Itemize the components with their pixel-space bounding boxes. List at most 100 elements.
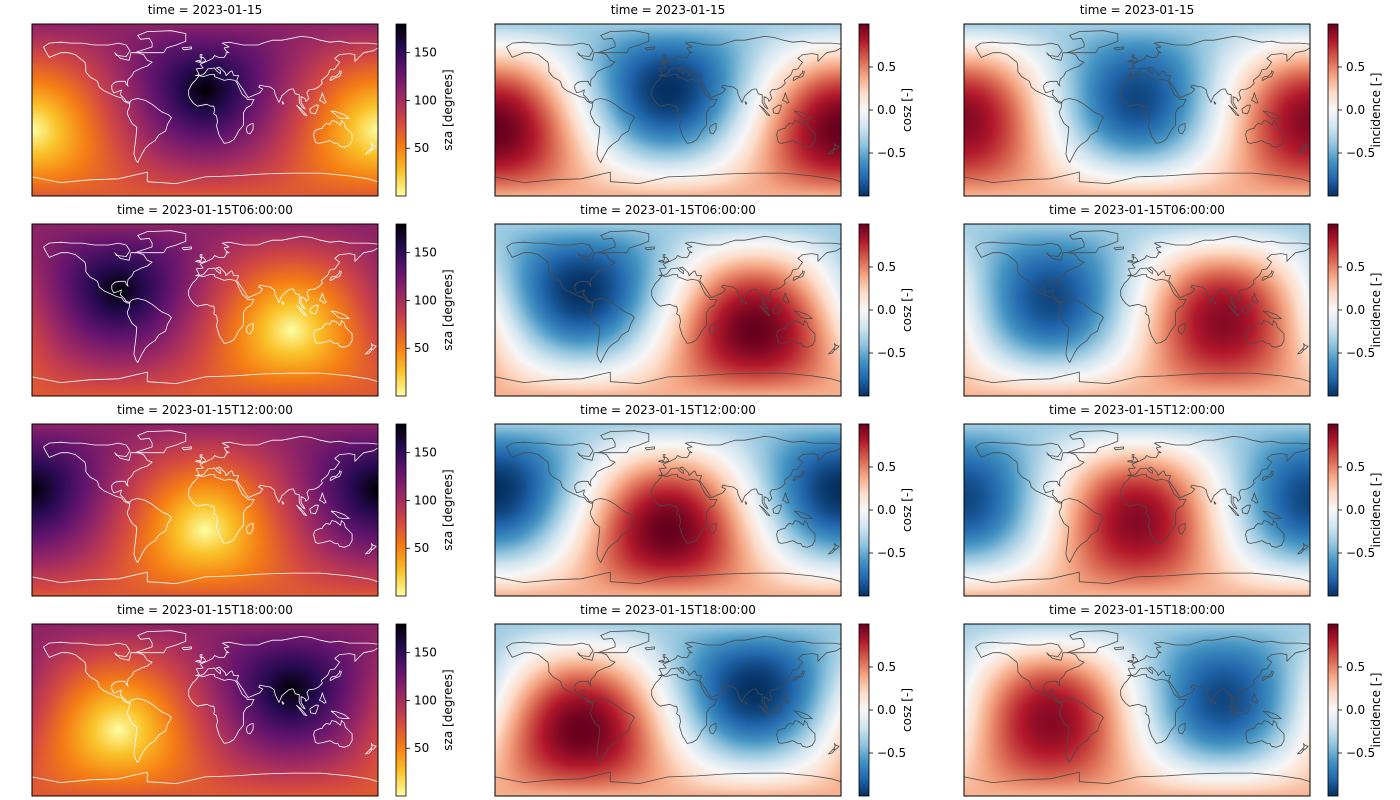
coastline [772,304,782,315]
coastline [1228,704,1240,717]
colorbar-label: sza [degrees] [441,69,455,150]
coastline [793,510,813,519]
axes-frame [963,223,1311,397]
coastlines [494,230,842,385]
colorbar-sza: 50 100 150 sza [degrees] [395,423,455,597]
colorbar-sza: 50 100 150 sza [degrees] [395,223,455,397]
coastline [1262,110,1282,119]
panel-cosz-2: time = 2023-01-15T12:00:00 −0.5 0.0 0.5 cosz… [494,403,914,597]
coastline [319,292,327,304]
colorbar-tick-label: 0.0 [1346,103,1365,117]
coastline [281,301,285,305]
heatmap-field [495,224,841,396]
panel-title: time = 2023-01-15T12:00:00 [117,403,293,417]
axes-frame [963,623,1311,797]
coastline [1127,235,1311,310]
colorbar-tick-label: 0.0 [1346,703,1365,717]
panel-title: time = 2023-01-15T12:00:00 [1049,403,1225,417]
coastline [195,636,379,710]
coastline [658,654,670,663]
coastline [708,723,717,735]
coastline [329,470,342,481]
coastline [1120,474,1187,544]
coastline [281,101,285,105]
coastline [188,74,255,144]
coastline [365,348,373,355]
coastline [744,701,748,705]
panel-incidence-3: time = 2023-01-15T18:00:00 −0.5 0.0 0.5 inci… [963,603,1383,797]
coastline [281,701,285,705]
colorbar-gradient [1327,623,1339,797]
coastline [330,510,350,519]
coastline [1213,701,1217,705]
coastline [506,41,616,104]
coastline [245,322,254,335]
coastline [319,92,327,104]
colorbar-tick-label: 100 [414,493,437,507]
colorbar-gradient [1327,423,1339,597]
panel-sza-2: time = 2023-01-15T12:00:00 50 100 150 sza [d… [31,403,455,597]
coastline [828,348,836,355]
coastline [494,571,842,584]
colorbar-label: incidence [-] [1369,673,1383,748]
coastline [1213,501,1217,505]
colorbar-label: cosz [-] [900,688,914,732]
coastline [195,235,379,310]
coastline [651,474,718,544]
panel-title: time = 2023-01-15T18:00:00 [1049,603,1225,617]
coastline [506,641,616,704]
colorbar-tick-label: 0.5 [1346,660,1365,674]
coastline [759,304,771,317]
colorbar-tick-label: 150 [414,246,437,260]
coastline [319,692,327,704]
coastline [832,143,840,150]
coastline [658,435,842,510]
colorbar-tick-label: 0.5 [877,60,896,74]
colorbar-tick-label: −0.5 [877,746,906,760]
coastline [1066,630,1119,654]
coastline [651,674,718,744]
coastline [708,322,717,335]
colorbar-cosz: −0.5 0.0 0.5 cosz [-] [858,23,914,197]
colorbar-tick-label: 0.0 [877,303,896,317]
heatmap-field [495,424,841,596]
coastline [181,446,192,451]
coastline [772,704,782,715]
coastline [31,171,379,185]
colorbar-tick-label: 0.5 [1346,60,1365,74]
panel-title: time = 2023-01-15T06:00:00 [117,203,293,217]
coastline [1241,104,1251,115]
coastline [963,771,1311,784]
coastline [1228,304,1240,317]
coastline [975,441,1085,504]
coastline [1127,54,1139,63]
axes-frame [963,23,1311,197]
coastline [1301,743,1309,750]
panel-sza-1: time = 2023-01-15T06:00:00 50 100 150 sza [d… [31,203,455,397]
colorbar-tick-label: 0.0 [877,103,896,117]
coastline [975,641,1085,704]
coastline [832,743,840,750]
coastline [365,548,373,555]
heatmap-field [32,424,378,596]
coastline [195,454,207,463]
colorbar-tick-label: 100 [414,293,437,307]
coastline [597,30,650,54]
coastline [776,320,816,348]
coastline [181,246,192,251]
colorbar-gradient [395,223,407,397]
coastline [1262,510,1282,519]
panel-cosz-1: time = 2023-01-15T06:00:00 −0.5 0.0 0.5 cosz… [494,203,914,397]
coastline [313,520,353,548]
colorbar-tick-label: −0.5 [877,546,906,560]
heatmap-field [32,624,378,796]
coastline [597,230,650,254]
coastline [963,571,1311,584]
colorbar-gradient [858,423,870,597]
colorbar-tick-label: −0.5 [1346,146,1375,160]
coastline [1066,30,1119,54]
panel-incidence-2: time = 2023-01-15T12:00:00 −0.5 0.0 0.5 inci… [963,403,1383,597]
coastline [195,36,379,110]
coastlines [494,430,842,584]
coastline [1113,446,1124,451]
